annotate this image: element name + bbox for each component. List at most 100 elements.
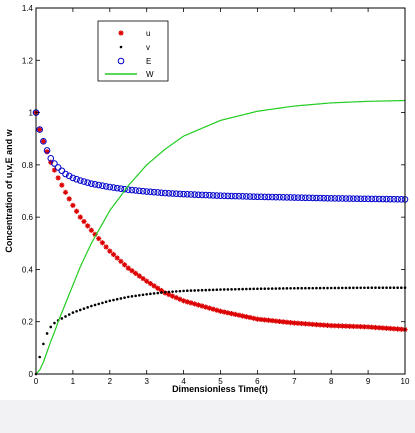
data-point [252,287,256,291]
data-point [125,265,131,271]
data-point [225,310,231,316]
data-point [294,194,302,201]
data-point [110,184,117,191]
data-point [372,195,379,203]
data-point [265,317,272,323]
data-point [219,288,222,291]
data-point [276,193,283,201]
data-point [254,193,261,201]
data-point [355,286,359,290]
legend-box [97,20,169,82]
data-point [84,179,91,186]
data-point [386,195,394,203]
data-point [215,288,219,291]
legend-entry-E: E [117,57,151,66]
data-point [304,286,307,290]
data-point [291,194,298,201]
legend-swatch [117,57,125,65]
data-point [285,287,289,290]
data-point [372,324,379,331]
data-point [280,319,286,325]
data-point [313,194,320,202]
data-point [108,299,112,303]
data-point [240,313,246,319]
data-point [267,287,270,290]
data-point [185,289,189,293]
data-point [321,322,327,328]
data-point [311,286,315,290]
data-point [400,286,403,290]
data-point [40,138,47,145]
data-point [228,192,235,200]
data-point [71,311,75,314]
data-point [158,189,165,197]
data-point [75,309,78,313]
data-point [241,287,244,291]
series-W [35,99,406,375]
data-point [295,320,301,326]
data-point [149,292,152,296]
data-point [202,191,210,199]
data-point [287,194,294,201]
legend-label: E [146,57,151,66]
data-point [258,316,264,323]
data-point [261,193,269,201]
data-point [392,286,396,290]
data-point [248,287,252,291]
data-point [309,194,317,202]
data-point [226,288,230,291]
data-point [394,195,401,203]
data-point [133,270,139,276]
data-point [291,320,297,326]
x-tick-label: 9 [366,377,371,386]
data-point [239,193,246,200]
data-point [335,323,342,329]
data-point [361,195,368,203]
x-tick-label: 2 [108,377,113,386]
x-tick-label: 5 [218,377,223,386]
data-point [58,167,66,175]
data-point [136,187,143,195]
data-point [113,184,121,192]
data-point [189,289,193,292]
data-point [265,193,272,201]
data-point [318,286,322,290]
data-point [365,324,371,330]
data-point [348,286,351,290]
data-point [80,178,88,185]
data-point [85,223,91,229]
data-point [385,286,388,290]
data-point [213,192,221,199]
data-point [96,235,102,242]
data-point [160,291,163,294]
data-point [347,323,353,329]
series-u [33,109,408,333]
data-point [210,306,216,312]
data-point [357,195,365,203]
data-point [145,292,148,296]
data-point [176,190,184,198]
data-point [398,326,404,332]
data-point [337,286,340,290]
data-point [110,251,117,258]
data-point [102,183,110,190]
data-point [251,315,257,321]
data-point [278,287,281,290]
x-tick-label: 8 [329,377,334,386]
data-point [123,296,126,299]
data-point [377,286,381,290]
data-point [363,286,366,290]
data-point [383,195,390,203]
data-point [193,289,196,292]
data-point [327,195,335,202]
data-point [222,288,226,291]
data-point [136,273,142,279]
data-point [134,294,137,298]
data-point [307,286,311,290]
data-point [104,300,108,304]
data-point [310,321,316,327]
data-point [332,323,338,329]
data-point [250,193,258,200]
